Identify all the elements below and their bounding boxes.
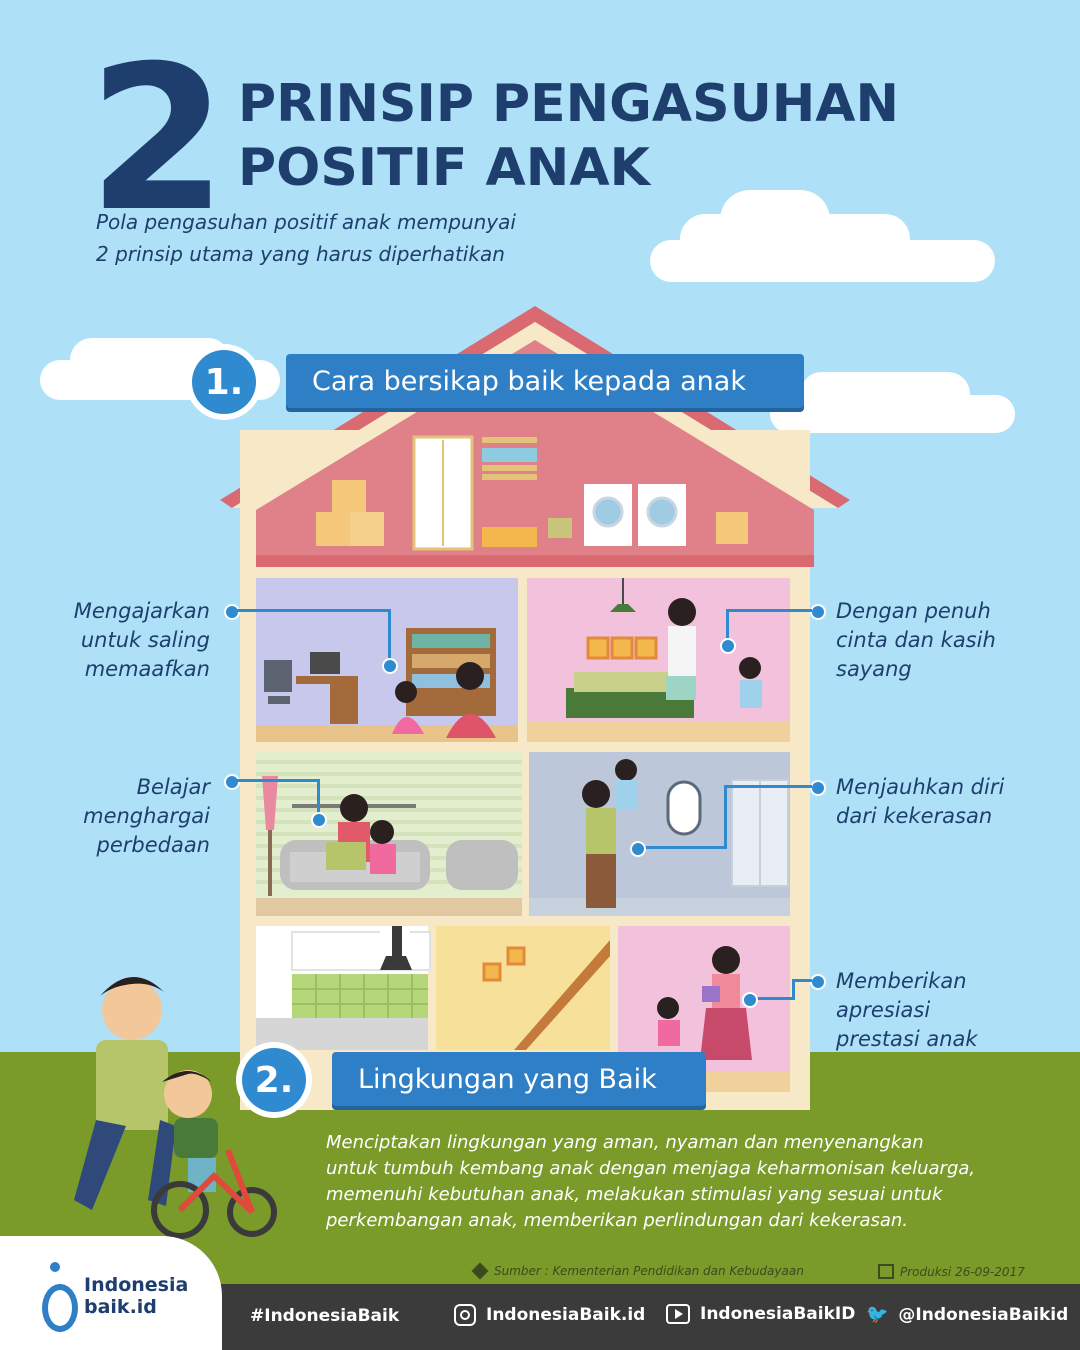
- connector-dot: [742, 992, 758, 1008]
- principle2-number-badge: 2.: [236, 1042, 312, 1118]
- connector-line: [792, 979, 795, 999]
- connector-dot: [382, 658, 398, 674]
- connector-dot: [311, 812, 327, 828]
- big-number: 2: [88, 23, 228, 256]
- source-credit: Sumber : Kementerian Pendidikan dan Kebu…: [471, 1262, 804, 1280]
- connector-dot: [224, 604, 240, 620]
- point-avoid-violence: Menjauhkan diri dari kekerasan: [836, 775, 1005, 828]
- point-respect-differences: Belajar menghargai perbedaan: [83, 775, 210, 857]
- calendar-icon: [878, 1264, 894, 1279]
- cloud: [720, 190, 830, 250]
- logo-text: Indonesia baik.id: [84, 1274, 189, 1318]
- point-forgiveness: Mengajarkan untuk saling memaafkan: [73, 599, 210, 681]
- production-date: Produksi 26-09-2017: [878, 1264, 1025, 1279]
- principle1-banner: Cara bersikap baik kepada anak: [286, 354, 804, 408]
- youtube-icon: [666, 1304, 690, 1324]
- connector-line: [236, 779, 320, 782]
- point-love: Dengan penuh cinta dan kasih sayang: [836, 599, 996, 681]
- connector-line: [726, 609, 812, 612]
- connector-dot: [810, 604, 826, 620]
- twitter-link[interactable]: 🐦 @IndonesiaBaikid: [866, 1304, 1069, 1325]
- principle1-number-badge: 1.: [186, 344, 262, 420]
- connector-line: [724, 785, 812, 788]
- connector-dot: [630, 841, 646, 857]
- principle2-banner: Lingkungan yang Baik: [332, 1052, 706, 1106]
- connector-dot: [810, 780, 826, 796]
- connector-line: [724, 785, 727, 849]
- house-illustration: [74, 306, 850, 1239]
- principle2-description: Menciptakan lingkungan yang aman, nyaman…: [326, 1132, 976, 1231]
- hashtag[interactable]: #IndonesiaBaik: [250, 1306, 400, 1326]
- connector-line: [236, 609, 390, 612]
- connector-line: [388, 609, 391, 665]
- connector-dot: [810, 974, 826, 990]
- instagram-icon: [454, 1304, 476, 1326]
- page-subtitle: Pola pengasuhan positif anak mempunyai 2…: [96, 210, 516, 266]
- connector-dot: [224, 774, 240, 790]
- instagram-link[interactable]: IndonesiaBaik.id: [454, 1304, 645, 1326]
- logo-dot: [50, 1262, 60, 1272]
- pin-icon: [471, 1262, 489, 1280]
- point-appreciate-achievement: Memberikan apresiasi prestasi anak: [836, 969, 978, 1051]
- page-title: PRINSIP PENGASUHAN POSITIF ANAK: [238, 74, 900, 198]
- logo-bowl: [42, 1284, 78, 1332]
- connector-line: [317, 779, 320, 817]
- twitter-icon: 🐦: [866, 1304, 889, 1325]
- connector-line: [726, 609, 729, 643]
- logo-mark: [42, 1262, 78, 1332]
- youtube-link[interactable]: IndonesiaBaikID: [666, 1304, 855, 1324]
- connector-line: [792, 979, 812, 982]
- connector-line: [752, 997, 795, 1000]
- connector-dot: [720, 638, 736, 654]
- logo-block: [0, 1236, 222, 1350]
- cloud: [800, 372, 970, 416]
- connector-line: [640, 846, 727, 849]
